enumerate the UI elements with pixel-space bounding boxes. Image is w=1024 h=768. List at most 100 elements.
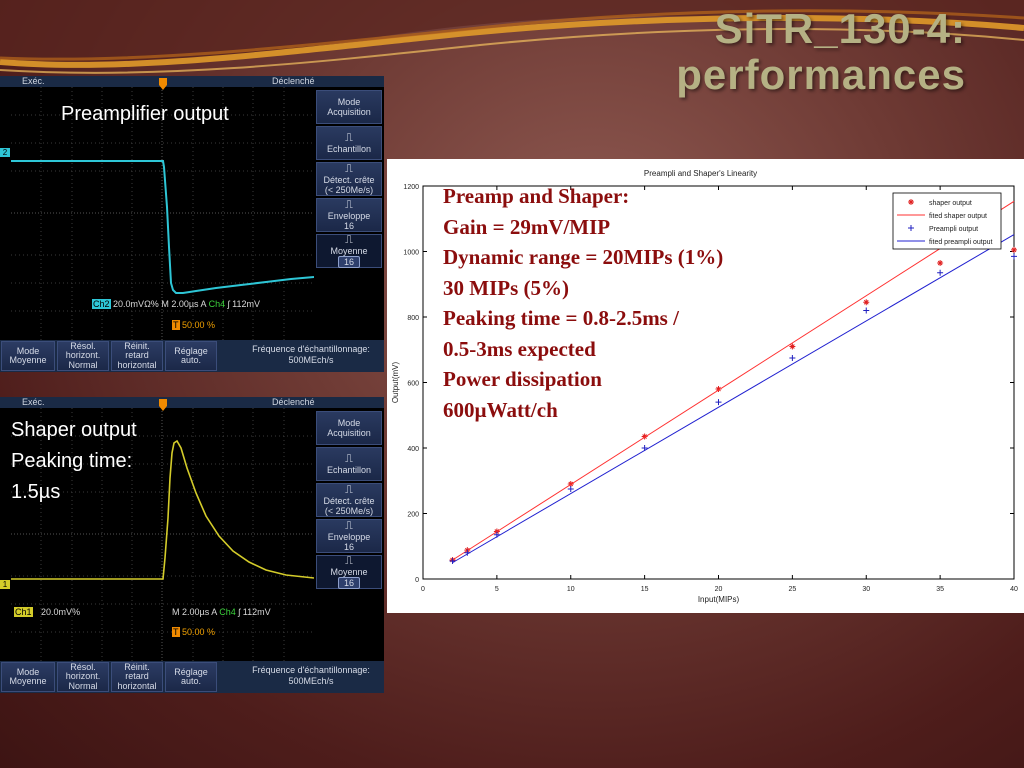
button-line: horizontal bbox=[117, 359, 157, 370]
channel-marker: 1 bbox=[0, 580, 10, 589]
trigger-status-label: Déclenché bbox=[272, 397, 315, 407]
trigger-percent: 50.00 % bbox=[182, 627, 216, 637]
trigger-level: 112mV bbox=[242, 607, 271, 617]
preamp-output-label: Preamplifier output bbox=[61, 103, 229, 125]
trigger-position-readout: T 50.00 % bbox=[172, 627, 215, 637]
average-button[interactable]: ⎍ Moyenne 16 bbox=[316, 234, 382, 268]
oscilloscope-preamp: Exéc. Déclenché 2 Ch2 20.0mVΩ% M 2.00µs … bbox=[0, 76, 384, 372]
reset-delay-button[interactable]: Réinit. retard horizontal bbox=[111, 662, 163, 692]
button-line: 16 bbox=[343, 541, 354, 552]
horizontal-resolution-button[interactable]: Résol. horizont. Normal bbox=[57, 662, 109, 692]
shaper-data-point bbox=[715, 386, 722, 393]
spec-line: Power dissipation bbox=[443, 367, 602, 391]
preamp-data-point bbox=[567, 485, 574, 492]
channel-readout: Ch1 20.0mV% bbox=[14, 607, 80, 617]
slide-title-line1: SiTR_130-4: bbox=[714, 5, 966, 52]
button-line: Mode bbox=[16, 666, 40, 677]
average-button[interactable]: ⎍ Moyenne 16 bbox=[316, 555, 382, 589]
y-tick-label: 1000 bbox=[403, 250, 419, 257]
sample-rate-readout: Fréquence d'échantillonnage: 500MEch/s bbox=[238, 665, 384, 687]
mode-average-button[interactable]: Mode Moyenne bbox=[1, 341, 55, 371]
mode-acquisition-button[interactable]: Mode Acquisition bbox=[316, 90, 382, 124]
trigger-percent: 50.00 % bbox=[182, 320, 216, 330]
trigger-position-icon bbox=[159, 78, 167, 90]
button-line: Réinit. bbox=[124, 661, 150, 672]
x-tick-label: 25 bbox=[788, 586, 796, 593]
button-line: retard bbox=[125, 350, 149, 361]
autoset-button[interactable]: Réglage auto. bbox=[165, 341, 217, 371]
x-tick-label: 15 bbox=[641, 586, 649, 593]
peak-detect-button[interactable]: ⎍ Détect. crête (< 250Me/s) bbox=[316, 162, 382, 196]
spec-line: 0.5-3ms expected bbox=[443, 336, 596, 361]
scope-status-bar: Exéc. Déclenché bbox=[0, 397, 384, 408]
scope-screen bbox=[11, 408, 314, 661]
run-status-label: Exéc. bbox=[22, 397, 45, 407]
mode-average-button[interactable]: Mode Moyenne bbox=[1, 662, 55, 692]
peak-detect-button[interactable]: ⎍ Détect. crête (< 250Me/s) bbox=[316, 483, 382, 517]
shaper-output-label: Shaper output Peaking time: 1.5µs bbox=[11, 415, 137, 508]
trigger-mode: A bbox=[200, 299, 207, 309]
x-tick-label: 40 bbox=[1010, 586, 1018, 593]
average-icon: ⎍ bbox=[345, 554, 353, 567]
trigger-mode: A bbox=[211, 607, 217, 617]
horizontal-resolution-button[interactable]: Résol. horizont. Normal bbox=[57, 341, 109, 371]
shaper-data-point bbox=[641, 433, 648, 440]
trigger-level: 112mV bbox=[232, 299, 260, 309]
autoset-button[interactable]: Réglage auto. bbox=[165, 662, 217, 692]
spec-line: Dynamic range = 20MIPs (1%) bbox=[443, 245, 724, 269]
fit-line bbox=[452, 200, 1015, 561]
scope-screen bbox=[11, 87, 314, 340]
peak-detect-icon: ⎍ bbox=[345, 162, 353, 175]
y-tick-label: 200 bbox=[407, 512, 419, 519]
button-line: 16 bbox=[343, 220, 354, 231]
mode-acquisition-button[interactable]: Mode Acquisition bbox=[316, 411, 382, 445]
x-tick-label: 35 bbox=[936, 586, 944, 593]
button-line: Acquisition bbox=[327, 428, 371, 438]
linearity-chart-svg: Preampli and Shaper's Linearity Input(MIP… bbox=[391, 169, 1018, 604]
button-line: Résol. bbox=[70, 340, 96, 351]
y-tick-label: 1200 bbox=[403, 184, 419, 191]
x-tick-label: 5 bbox=[495, 586, 499, 593]
channel-label: Ch1 bbox=[14, 607, 33, 617]
button-line: Résol. bbox=[70, 661, 96, 672]
shaper-data-point bbox=[789, 343, 796, 350]
legend-entry: fited preampli output bbox=[929, 239, 992, 246]
slide-title: SiTR_130-4: performances bbox=[676, 6, 966, 98]
button-line: horizont. bbox=[65, 350, 101, 361]
shaper-label-line: 1.5µs bbox=[11, 481, 61, 503]
envelope-button[interactable]: ⎍ Enveloppe 16 bbox=[316, 198, 382, 232]
bottom-menu: Mode Moyenne Résol. horizont. Normal Réi… bbox=[0, 340, 384, 372]
legend-entry: Preampli output bbox=[929, 226, 978, 233]
trigger-source: Ch4 bbox=[208, 299, 226, 309]
y-axis-label: Output(mV) bbox=[391, 361, 400, 403]
x-axis-label: Input(MIPs) bbox=[698, 595, 740, 604]
y-tick-label: 600 bbox=[407, 381, 419, 388]
trigger-symbol: T bbox=[172, 627, 180, 637]
trigger-slope: ʃ bbox=[238, 607, 241, 617]
sample-rate-readout: Fréquence d'échantillonnage: 500MEch/s bbox=[238, 344, 384, 366]
button-line: Réglage bbox=[174, 666, 208, 677]
button-line: Moyenne bbox=[330, 566, 368, 577]
average-count: 16 bbox=[337, 576, 360, 589]
button-line: Normal bbox=[68, 680, 98, 691]
reset-delay-button[interactable]: Réinit. retard horizontal bbox=[111, 341, 163, 371]
y-tick-label: 0 bbox=[415, 577, 419, 584]
preamp-data-point bbox=[937, 269, 944, 276]
y-tick-label: 800 bbox=[407, 315, 419, 322]
button-line: (< 250Me/s) bbox=[324, 184, 374, 195]
preamp-data-point bbox=[715, 399, 722, 406]
button-line: horizont. bbox=[65, 671, 101, 682]
button-line: horizontal bbox=[117, 680, 157, 691]
x-tick-label: 10 bbox=[567, 586, 575, 593]
trigger-position-icon bbox=[159, 399, 167, 411]
button-line: Echantillon bbox=[326, 143, 372, 154]
spec-line: Peaking time = 0.8-2.5ms / bbox=[443, 306, 679, 330]
sample-button[interactable]: ⎍ Echantillon bbox=[316, 126, 382, 160]
sample-button[interactable]: ⎍ Echantillon bbox=[316, 447, 382, 481]
legend-marker-swatch bbox=[908, 225, 914, 231]
trigger-slope: ʃ bbox=[227, 299, 230, 309]
envelope-button[interactable]: ⎍ Enveloppe 16 bbox=[316, 519, 382, 553]
envelope-icon: ⎍ bbox=[345, 198, 353, 211]
run-status-label: Exéc. bbox=[22, 76, 45, 86]
button-line: Détect. crête bbox=[323, 174, 375, 185]
